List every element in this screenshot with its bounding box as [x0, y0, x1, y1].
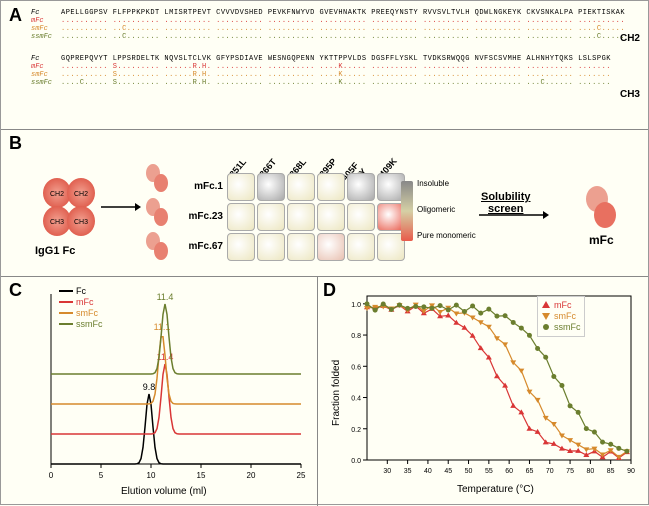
ch2-label: CH2 — [620, 33, 640, 45]
svg-text:CH3: CH3 — [74, 219, 88, 226]
svg-text:60: 60 — [505, 468, 513, 475]
svg-text:55: 55 — [485, 468, 493, 475]
svg-text:20: 20 — [247, 471, 256, 480]
svg-text:70: 70 — [546, 468, 554, 475]
svg-text:0.2: 0.2 — [351, 427, 361, 434]
svg-text:9.8: 9.8 — [143, 382, 156, 392]
arrow-icon — [101, 201, 141, 213]
svg-text:11.4: 11.4 — [157, 292, 174, 302]
svg-text:85: 85 — [607, 468, 615, 475]
svg-text:25: 25 — [297, 471, 306, 480]
panel-c-sec-chart: 05101520259.811.411.111.4 Elution volume… — [1, 276, 317, 506]
svg-text:40: 40 — [424, 468, 432, 475]
mfc-final-label: mFc — [589, 233, 614, 247]
svg-text:0.6: 0.6 — [351, 364, 361, 371]
gradient-label: Insoluble — [417, 179, 449, 188]
monomer-variants-icon — [143, 161, 173, 266]
y-axis-label: Fraction folded — [331, 360, 342, 426]
svg-text:0.4: 0.4 — [351, 396, 361, 403]
gradient-label: Pure monomeric — [417, 231, 476, 240]
svg-text:45: 45 — [444, 468, 452, 475]
svg-text:CH3: CH3 — [50, 219, 64, 226]
panel-a-sequence-alignment: FcAPELLGGPSV FLFPPKPKDT LMISRTPEVT CVVVD… — [1, 1, 648, 129]
igg-fc-label: IgG1 Fc — [35, 245, 75, 257]
svg-text:10: 10 — [147, 471, 156, 480]
arrow-icon — [479, 209, 549, 221]
legend: FcmFcsmFcssmFc — [59, 286, 103, 330]
svg-text:35: 35 — [404, 468, 412, 475]
svg-text:50: 50 — [465, 468, 473, 475]
svg-text:75: 75 — [566, 468, 574, 475]
svg-text:0: 0 — [49, 471, 54, 480]
svg-text:0.8: 0.8 — [351, 333, 361, 340]
x-axis-label: Temperature (°C) — [457, 484, 534, 495]
color-gradient-bar — [401, 181, 413, 241]
svg-text:30: 30 — [383, 468, 391, 475]
gradient-label: Oligomeric — [417, 205, 455, 214]
mfc-final-icon — [583, 183, 619, 236]
legend: mFcsmFcssmFc — [537, 296, 585, 337]
svg-text:65: 65 — [526, 468, 534, 475]
panel-b-workflow: CH2 CH2 CH3 CH3 IgG1 Fc 351L366T368L395P… — [1, 129, 648, 276]
svg-text:90: 90 — [627, 468, 635, 475]
svg-text:CH2: CH2 — [74, 191, 88, 198]
x-axis-label: Elution volume (ml) — [121, 486, 207, 497]
svg-text:15: 15 — [197, 471, 206, 480]
svg-text:5: 5 — [99, 471, 104, 480]
panel-d-thermal-chart: 30 35 40 45 50 55 60 65 70 75 80 85 90 0.0 0.2 0.4 0.6 0.… — [317, 276, 649, 506]
svg-text:0.0: 0.0 — [351, 458, 361, 465]
svg-text:CH2: CH2 — [50, 191, 64, 198]
igg-fc-icon: CH2 CH2 CH3 CH3 — [39, 177, 99, 246]
ch3-label: CH3 — [620, 89, 640, 101]
svg-text:1.0: 1.0 — [351, 302, 361, 309]
svg-text:80: 80 — [586, 468, 594, 475]
